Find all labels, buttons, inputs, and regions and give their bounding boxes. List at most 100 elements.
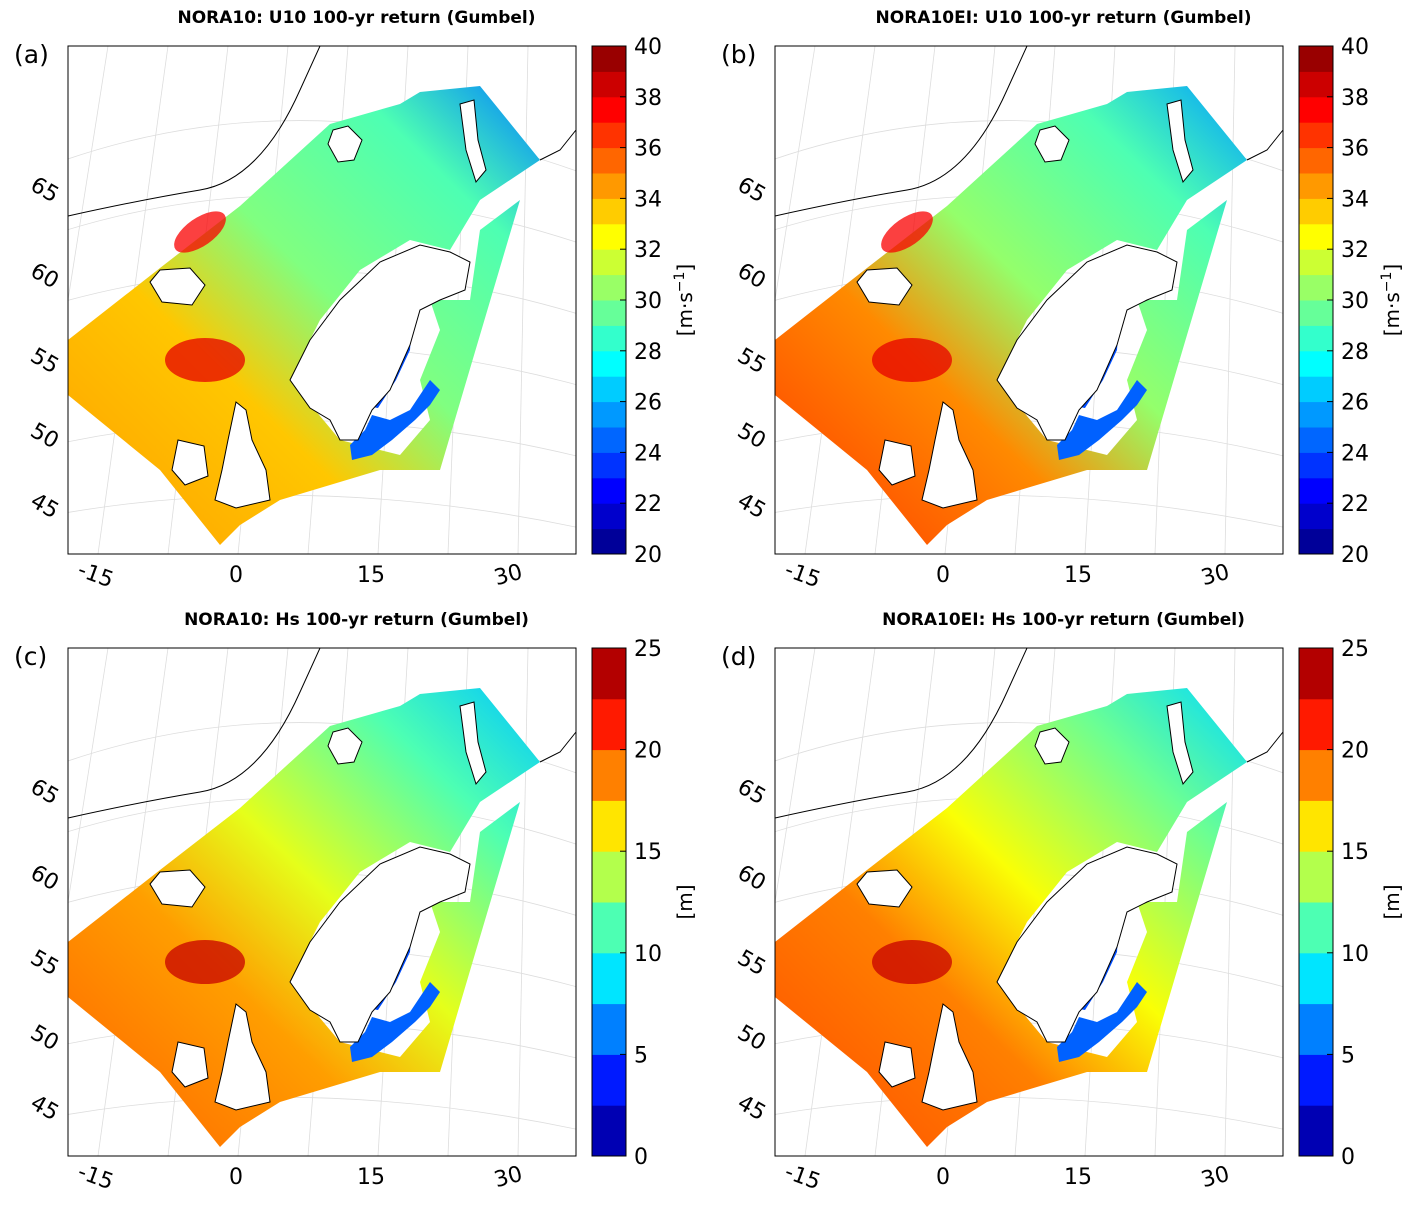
colorbar-tick-label: 32 [634, 238, 662, 263]
colorbar-frame [1298, 647, 1334, 1157]
land-mass [149, 267, 206, 306]
lat-tick-label: 60 [733, 861, 770, 897]
panel-label: (a) [14, 40, 49, 69]
land-mass [856, 869, 913, 908]
panel-title: NORA10EI: Hs 100-yr return (Gumbel) [882, 610, 1245, 630]
colorbar-tick-label: 15 [634, 840, 662, 865]
colorbar-tick-label: 25 [1341, 637, 1369, 662]
lon-tick-label: 15 [1064, 563, 1092, 588]
panel-label: (d) [721, 642, 757, 671]
meridian-line [775, 46, 816, 303]
land-mass [878, 439, 916, 486]
land-mass [996, 846, 1178, 1043]
colorbar-segment [592, 274, 626, 301]
land-mass [878, 1041, 916, 1088]
lat-tick-label: 50 [733, 1021, 770, 1057]
colorbar-segment [592, 376, 626, 403]
colorbar-tick-label: 20 [634, 543, 662, 568]
colorbar: 20 22 24 26 28 30 32 34 36 38 40 [m·s−1] [591, 35, 697, 568]
colorbar-tick-label: 34 [634, 187, 662, 212]
colorbar-segment [592, 223, 626, 250]
colorbar-tick-label: 0 [634, 1145, 648, 1170]
colorbar-segment [592, 325, 626, 352]
land-mass [171, 1041, 209, 1088]
meridian-line [68, 648, 109, 905]
map-axes: -15 0 15 30 65 60 55 50 45 [733, 647, 1284, 1195]
colorbar-unit-label: [m·s−1] [672, 264, 697, 337]
colorbar-segment [592, 147, 626, 174]
map-panel-a: NORA10: U10 100-yr return (Gumbel) (a) -… [0, 0, 713, 602]
colorbar-tick-label: 10 [634, 942, 662, 967]
colorbar-segment [592, 698, 626, 751]
colorbar-segment [1299, 71, 1333, 98]
colorbar-segment [592, 122, 626, 149]
colorbar-tick-label: 10 [1341, 942, 1369, 967]
colorbar-segment [1299, 147, 1333, 174]
russia-coastline [539, 129, 576, 161]
land-mass [289, 244, 471, 441]
parallel-line [775, 1096, 1283, 1130]
meridian-line [1224, 46, 1236, 554]
lat-tick-label: 50 [733, 419, 770, 455]
colorbar-tick-label: 40 [1341, 35, 1369, 60]
colorbar-tick-label: 0 [1341, 1145, 1355, 1170]
colorbar-segment [592, 800, 626, 852]
colorbar-segment [1299, 249, 1333, 276]
colorbar-segment [1299, 173, 1333, 199]
colorbar-segment [1299, 274, 1333, 301]
lat-tick-label: 65 [733, 775, 770, 811]
colorbar-segment [592, 427, 626, 453]
lon-tick-label: 15 [357, 1165, 385, 1190]
colorbar-tick-label: 20 [1341, 739, 1369, 764]
colorbar: 0 5 10 15 20 25 [m] [1298, 637, 1404, 1170]
russia-coastline [539, 731, 576, 763]
baltic-sea [350, 380, 440, 460]
return-value-field [68, 688, 540, 1147]
lon-tick-label: 0 [229, 563, 243, 588]
baltic-sea [350, 982, 440, 1062]
meridian-line [1224, 648, 1236, 1156]
maximum-region [174, 211, 226, 253]
colorbar-segment [1299, 698, 1333, 751]
colorbar-tick-label: 20 [634, 739, 662, 764]
colorbar-segment [592, 173, 626, 199]
colorbar-segment [1299, 46, 1333, 72]
return-value-field [775, 86, 1247, 545]
lat-tick-label: 65 [26, 775, 63, 811]
map-frame [774, 647, 1284, 1157]
lat-tick-label: 55 [26, 344, 63, 380]
colorbar-tick-label: 36 [634, 137, 662, 162]
colorbar-segment [592, 952, 626, 1005]
greenland-coastline [68, 46, 321, 217]
colorbar-tick-label: 15 [1341, 840, 1369, 865]
colorbar-tick-label: 38 [1341, 86, 1369, 111]
map-svg: -15 0 15 30 65 60 55 50 45 0 5 10 15 20 25 [m] [733, 637, 1404, 1195]
land-mass [459, 99, 487, 184]
map-svg: -15 0 15 30 65 60 55 50 45 20 22 24 26 28 30 32 34 36 38 40… [733, 35, 1404, 593]
colorbar-unit-label: [m·s−1] [1379, 264, 1404, 337]
colorbar-tick-label: 22 [634, 492, 662, 517]
parallel-line [68, 1096, 576, 1130]
colorbar-tick-label: 24 [1341, 441, 1369, 466]
colorbar-segment [592, 503, 626, 530]
colorbar-segment [592, 249, 626, 276]
colorbar-segment [592, 1003, 626, 1055]
colorbar-segment [1299, 477, 1333, 504]
baltic-sea [1057, 982, 1147, 1062]
colorbar-segment [1299, 325, 1333, 352]
colorbar-segment [592, 401, 626, 428]
colorbar-segment [592, 528, 626, 555]
panel-title: NORA10: Hs 100-yr return (Gumbel) [184, 610, 529, 630]
colorbar-segment [1299, 503, 1333, 530]
colorbar-segment [1299, 1105, 1333, 1157]
map-panel-c: NORA10: Hs 100-yr return (Gumbel) (c) -1… [0, 602, 713, 1204]
lon-tick-label: 30 [492, 560, 526, 591]
lat-tick-label: 55 [733, 344, 770, 380]
colorbar-tick-label: 28 [1341, 340, 1369, 365]
colorbar-tick-label: 34 [1341, 187, 1369, 212]
map-frame [774, 45, 1284, 555]
lon-tick-label: 0 [229, 1165, 243, 1190]
colorbar-tick-label: 30 [1341, 289, 1369, 314]
colorbar-segment [1299, 1003, 1333, 1055]
lat-tick-label: 60 [26, 259, 63, 295]
